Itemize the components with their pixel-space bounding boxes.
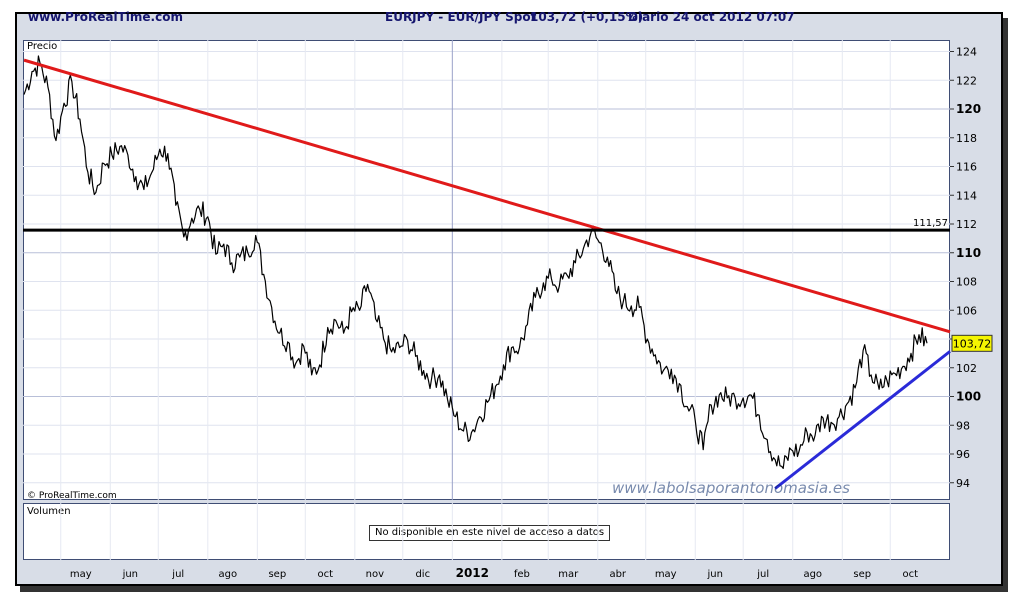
x-tick-label: ago	[803, 569, 822, 580]
x-tick-label: jul	[756, 569, 769, 580]
x-tick-label: may	[70, 569, 92, 580]
site-label: www.ProRealTime.com	[28, 10, 183, 24]
x-tick-label: sep	[853, 569, 871, 580]
y-tick-label: 124	[956, 46, 977, 59]
x-tick-label: jul	[171, 569, 184, 580]
x-tick-label: oct	[902, 569, 918, 580]
period-date-label: Diario 24 oct 2012 07:07	[628, 10, 795, 24]
x-tick-label: abr	[609, 569, 626, 580]
y-tick-label: 114	[956, 189, 977, 202]
watermark: www.labolsaporantonomasia.es	[612, 479, 850, 497]
y-tick-label: 102	[956, 362, 977, 375]
y-tick-label: 98	[956, 419, 970, 432]
last-value-tag	[951, 334, 993, 352]
x-tick-label: oct	[318, 569, 334, 580]
trend-lines: 111,57	[23, 58, 951, 490]
price-line	[23, 55, 928, 469]
horizontal-level-label: 111,57	[913, 218, 948, 229]
x-tick-label: feb	[514, 569, 530, 580]
y-tick-label: 118	[956, 132, 977, 145]
grid	[23, 40, 950, 560]
support-trend-line	[774, 350, 951, 490]
quote-label: 103,72 (+0,15%)	[530, 10, 644, 24]
x-axis: may jun jul ago sep oct nov dic 2012 feb mar abr may…	[70, 566, 918, 580]
y-tick-label: 96	[956, 448, 970, 461]
x-tick-label: jun	[707, 569, 723, 580]
price-series	[23, 55, 928, 469]
x-tick-label: dic	[415, 569, 430, 580]
y-tick-label: 122	[956, 74, 977, 87]
volume-panel-title: Volumen	[27, 506, 71, 517]
instrument-title: EURJPY - EUR/JPY Spot	[385, 10, 537, 24]
y-tick-label: 106	[956, 304, 977, 317]
y-tick-label: 94	[956, 477, 970, 490]
last-value-label: 103,72	[953, 337, 992, 350]
y-tick-label: 116	[956, 161, 977, 174]
x-tick-label: jun	[122, 569, 138, 580]
copyright-label: © ProRealTime.com	[27, 491, 117, 501]
x-tick-label: may	[655, 569, 677, 580]
price-panel-title: Precio	[27, 41, 58, 52]
x-tick-label: 2012	[456, 566, 489, 580]
resistance-trend-line	[23, 58, 951, 334]
price-panel	[23, 40, 950, 500]
y-axis: 1241221201181161141121101081061041021009…	[950, 46, 993, 490]
x-tick-label: mar	[558, 569, 579, 580]
y-tick-label: 110	[956, 246, 981, 260]
x-tick-label: sep	[268, 569, 286, 580]
y-tick-label: 112	[956, 218, 977, 231]
y-tick-label: 100	[956, 390, 981, 404]
x-tick-label: nov	[366, 569, 384, 580]
data-unavailable-box: No disponible en este nivel de acceso a …	[369, 525, 611, 541]
y-tick-label: 120	[956, 102, 981, 116]
y-tick-label: 108	[956, 276, 977, 289]
x-tick-label: ago	[218, 569, 237, 580]
